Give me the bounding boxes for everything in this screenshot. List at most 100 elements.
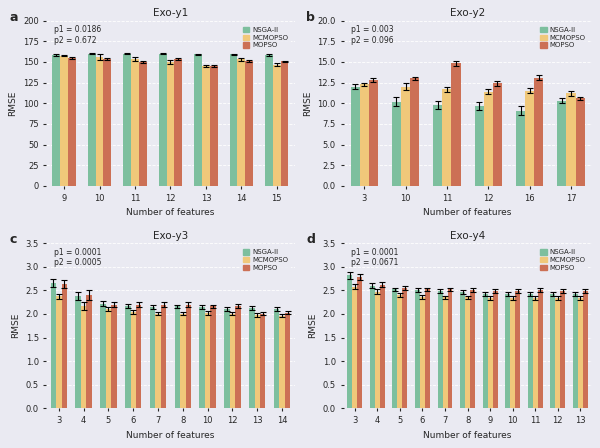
Bar xyxy=(533,298,538,409)
Bar xyxy=(245,61,253,186)
Bar xyxy=(392,102,401,186)
Bar xyxy=(235,306,241,409)
Bar xyxy=(211,306,216,409)
Bar xyxy=(56,297,62,409)
Bar xyxy=(556,298,560,409)
Bar xyxy=(81,306,86,409)
Bar xyxy=(483,294,488,409)
Bar xyxy=(205,313,211,409)
X-axis label: Number of features: Number of features xyxy=(424,208,512,217)
Bar xyxy=(505,294,510,409)
Bar xyxy=(254,315,260,409)
Bar xyxy=(475,106,484,186)
Text: a: a xyxy=(9,11,17,24)
Bar xyxy=(451,64,461,186)
Bar xyxy=(488,298,493,409)
Bar xyxy=(76,296,81,409)
Bar xyxy=(560,291,565,409)
Bar xyxy=(510,298,515,409)
Bar xyxy=(224,309,230,409)
Bar xyxy=(350,86,359,186)
Bar xyxy=(493,291,497,409)
Y-axis label: RMSE: RMSE xyxy=(8,90,17,116)
Bar xyxy=(575,98,584,186)
Bar xyxy=(199,307,205,409)
Bar xyxy=(210,66,218,186)
Text: c: c xyxy=(9,233,17,246)
Bar xyxy=(88,54,95,186)
Bar xyxy=(68,58,76,186)
Bar xyxy=(136,305,142,409)
Bar xyxy=(442,89,451,186)
Bar xyxy=(111,305,116,409)
Bar xyxy=(167,62,175,186)
Bar xyxy=(155,314,161,409)
Bar xyxy=(86,295,92,409)
Bar xyxy=(161,305,166,409)
Legend: NSGA-II, MCMOPSO, MOPSO: NSGA-II, MCMOPSO, MOPSO xyxy=(241,24,291,51)
Legend: NSGA-II, MCMOPSO, MOPSO: NSGA-II, MCMOPSO, MOPSO xyxy=(538,24,588,51)
Bar xyxy=(578,298,583,409)
Bar xyxy=(470,290,475,409)
Title: Exo-y4: Exo-y4 xyxy=(450,231,485,241)
Bar xyxy=(175,306,180,409)
Bar xyxy=(95,57,103,186)
Bar xyxy=(550,294,556,409)
Bar xyxy=(230,54,238,186)
Bar xyxy=(139,62,147,186)
Bar xyxy=(493,83,502,186)
Bar xyxy=(125,306,131,409)
Legend: NSGA-II, MCMOPSO, MOPSO: NSGA-II, MCMOPSO, MOPSO xyxy=(241,246,291,274)
Bar xyxy=(515,291,520,409)
Text: p1 = 0.0186
p2 = 0.672: p1 = 0.0186 p2 = 0.672 xyxy=(54,26,101,45)
Text: p1 = 0.003
p2 = 0.096: p1 = 0.003 p2 = 0.096 xyxy=(351,26,394,45)
Bar xyxy=(397,295,403,409)
Bar xyxy=(103,59,111,186)
Bar xyxy=(280,316,285,409)
Bar xyxy=(443,297,448,409)
X-axis label: Number of features: Number of features xyxy=(126,208,215,217)
Bar xyxy=(358,277,362,409)
Bar xyxy=(448,289,452,409)
Bar xyxy=(557,101,566,186)
Bar xyxy=(410,78,419,186)
Bar xyxy=(534,78,543,186)
Bar xyxy=(265,55,273,186)
Bar xyxy=(516,111,525,186)
Bar xyxy=(124,54,131,186)
Bar xyxy=(420,297,425,409)
Bar xyxy=(403,288,407,409)
Bar xyxy=(60,56,68,186)
Bar xyxy=(347,275,352,409)
Bar xyxy=(433,105,442,186)
Bar xyxy=(185,305,191,409)
X-axis label: Number of features: Number of features xyxy=(424,431,512,439)
Bar xyxy=(175,59,182,186)
Bar xyxy=(131,312,136,409)
Bar xyxy=(484,91,493,186)
Bar xyxy=(425,289,430,409)
Title: Exo-y3: Exo-y3 xyxy=(153,231,188,241)
Title: Exo-y2: Exo-y2 xyxy=(450,9,485,18)
Bar xyxy=(281,61,289,186)
Bar xyxy=(437,291,443,409)
X-axis label: Number of features: Number of features xyxy=(126,431,215,439)
Bar xyxy=(285,313,290,409)
Bar xyxy=(380,284,385,409)
Bar xyxy=(260,314,265,409)
Bar xyxy=(274,309,280,409)
Bar xyxy=(369,80,378,186)
Bar xyxy=(159,54,167,186)
Bar xyxy=(538,290,543,409)
Bar xyxy=(460,292,465,409)
Bar xyxy=(566,93,575,186)
Text: p1 = 0.0001
p2 = 0.0671: p1 = 0.0001 p2 = 0.0671 xyxy=(351,248,398,267)
Bar xyxy=(525,91,534,186)
Bar xyxy=(528,294,533,409)
Bar xyxy=(106,309,111,409)
Bar xyxy=(375,292,380,409)
Bar xyxy=(415,290,420,409)
Bar xyxy=(62,284,67,409)
Bar xyxy=(583,291,588,409)
Bar xyxy=(352,287,358,409)
